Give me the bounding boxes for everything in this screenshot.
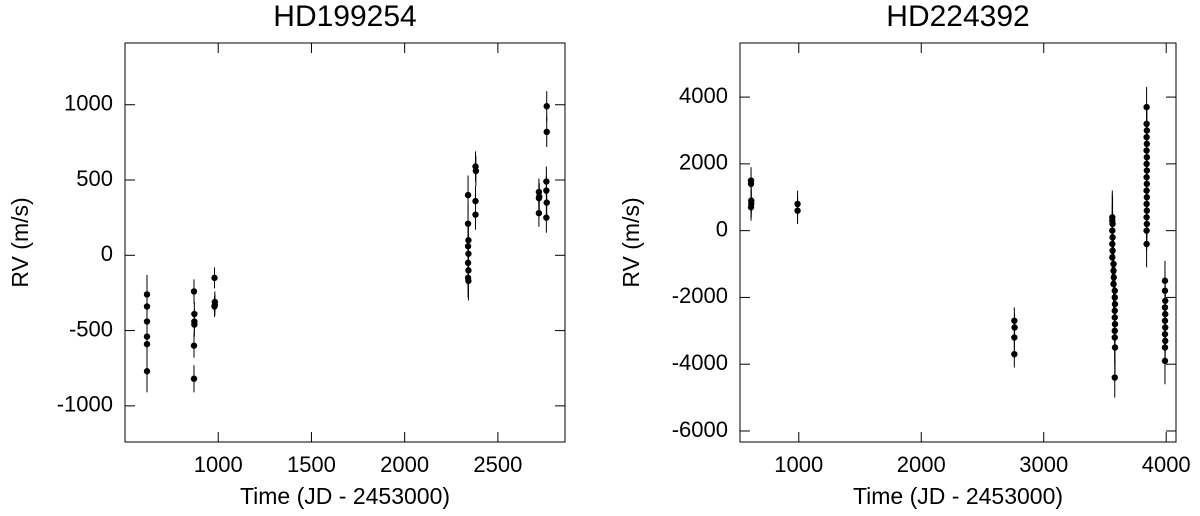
data-point (465, 277, 472, 285)
data-point (747, 180, 755, 188)
data-point (464, 191, 472, 199)
chart-title: HD199254 (273, 0, 416, 33)
y-tick-label: 2000 (679, 150, 728, 175)
y-tick-label: 1000 (64, 91, 113, 116)
x-tick-label: 2500 (473, 452, 522, 477)
x-tick-label: 2000 (897, 452, 946, 477)
data-point (535, 209, 543, 217)
x-axis-label: Time (JD - 2453000) (853, 483, 1063, 509)
y-tick-label: -500 (69, 316, 113, 341)
x-tick-label: 3000 (1019, 452, 1068, 477)
data-point (190, 342, 198, 349)
data-point (747, 204, 755, 211)
data-point (543, 214, 550, 221)
data-point (1110, 280, 1117, 288)
y-tick-label: 4000 (679, 83, 728, 108)
x-tick-label: 1000 (774, 452, 823, 477)
y-tick-label: -2000 (672, 283, 728, 308)
data-point (1111, 344, 1119, 351)
y-tick-label: -6000 (672, 417, 728, 442)
x-tick-label: 4000 (1142, 452, 1191, 477)
data-point (1011, 350, 1018, 358)
y-axis-label: RV (m/s) (7, 197, 33, 287)
y-axis-label: RV (m/s) (618, 197, 644, 287)
data-point (143, 368, 151, 375)
plot-frame (739, 42, 1177, 443)
plot-frame (124, 42, 566, 443)
data-point (143, 340, 151, 348)
x-tick-label: 2000 (380, 452, 429, 477)
data-point (1111, 374, 1118, 381)
data-point (794, 207, 801, 214)
data-point (535, 194, 543, 202)
y-tick-label: -4000 (672, 350, 728, 375)
data-point (543, 128, 550, 136)
data-point (472, 167, 480, 175)
data-point (543, 103, 550, 110)
data-point (211, 303, 218, 310)
y-tick-label: -1000 (57, 392, 113, 417)
y-tick-label: 500 (76, 166, 113, 191)
data-point (191, 321, 198, 328)
data-point (190, 375, 198, 382)
data-point (190, 288, 198, 295)
data-point (1011, 334, 1018, 341)
chart-title: HD224392 (886, 0, 1029, 33)
data-point (211, 274, 218, 282)
data-point (1109, 254, 1116, 261)
data-point (472, 211, 479, 218)
data-point (1161, 357, 1169, 365)
x-tick-label: 1000 (194, 452, 243, 477)
data-point (1143, 240, 1150, 248)
y-tick-label: 0 (101, 241, 113, 266)
x-axis-label: Time (JD - 2453000) (240, 483, 450, 509)
y-tick-label: 0 (716, 216, 728, 241)
x-tick-label: 1500 (287, 452, 336, 477)
